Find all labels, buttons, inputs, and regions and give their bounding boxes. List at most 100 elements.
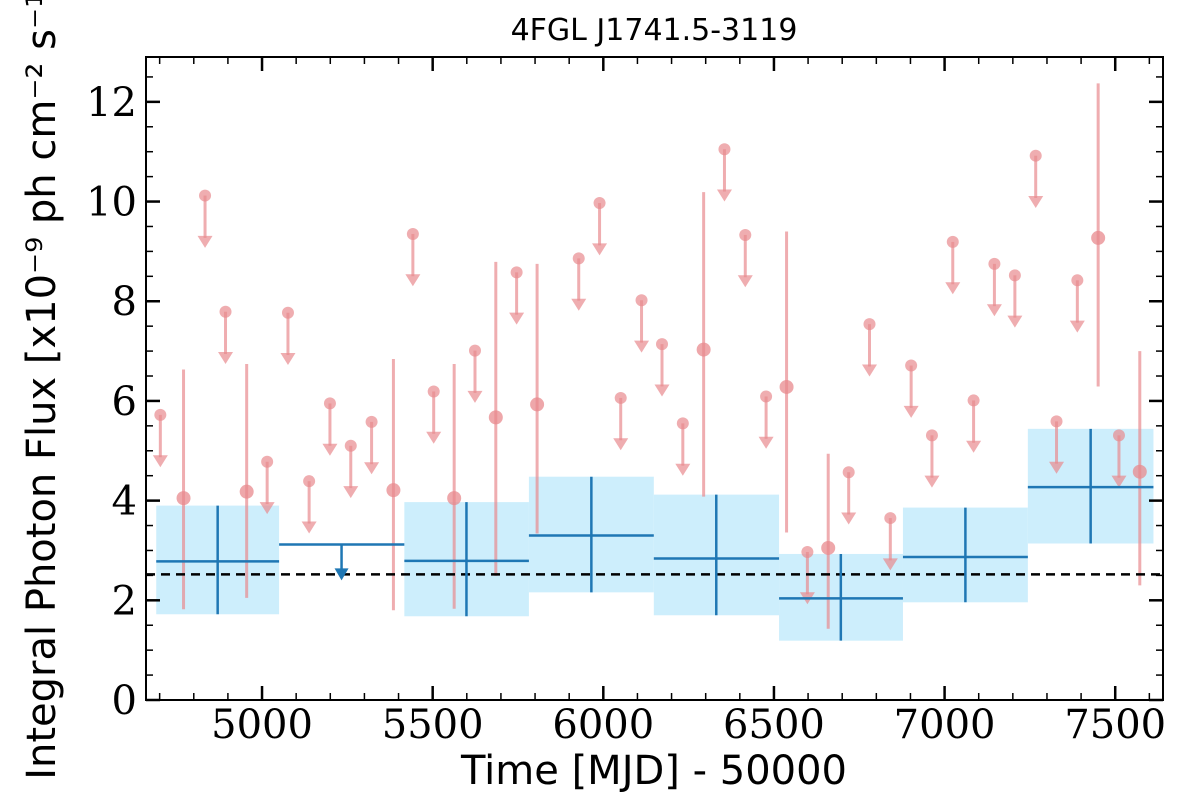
fine-point-5 xyxy=(530,397,545,412)
plot-area xyxy=(146,83,1163,641)
fine-ul-marker-12 xyxy=(510,266,523,279)
fine-ul-marker-6 xyxy=(323,397,336,410)
fine-ul-arrow-7 xyxy=(343,486,359,499)
fine-ul-marker-21 xyxy=(760,390,773,403)
fine-ul-marker-11 xyxy=(468,344,481,357)
fine-ul-marker-34 xyxy=(1071,274,1084,287)
fine-ul-arrow-11 xyxy=(467,390,483,403)
x-tick-label: 7000 xyxy=(894,702,996,748)
fine-point-7 xyxy=(779,379,794,394)
fine-ul-arrow-31 xyxy=(1007,315,1023,328)
x-tick-label: 5000 xyxy=(211,702,313,748)
fine-ul-arrow-17 xyxy=(654,384,670,397)
fine-ul-marker-26 xyxy=(905,359,918,372)
fine-ul-arrow-10 xyxy=(426,431,442,444)
fine-ul-marker-23 xyxy=(842,466,855,479)
fine-ul-marker-19 xyxy=(718,143,731,156)
fine-ul-marker-1 xyxy=(199,189,212,202)
fine-ul-arrow-26 xyxy=(903,405,919,418)
coarse-ul-arrow-0 xyxy=(334,568,349,581)
fine-point-9 xyxy=(1091,230,1106,245)
y-axis-label: Integral Photon Flux [x10⁻⁹ ph cm⁻² s⁻¹] xyxy=(19,0,65,780)
fine-ul-arrow-2 xyxy=(218,352,234,365)
fine-ul-arrow-28 xyxy=(945,282,961,295)
fine-ul-marker-22 xyxy=(801,545,814,558)
fine-ul-arrow-13 xyxy=(571,298,587,311)
fine-ul-arrow-15 xyxy=(613,438,629,451)
x-tick-label: 7500 xyxy=(1064,702,1166,748)
fine-ul-marker-14 xyxy=(593,197,606,210)
fine-ul-marker-24 xyxy=(863,318,876,331)
chart-title: 4FGL J1741.5-3119 xyxy=(511,13,798,48)
y-tick-label: 2 xyxy=(112,578,137,624)
fine-ul-marker-4 xyxy=(281,306,294,319)
x-tick-label: 6000 xyxy=(552,702,654,748)
fine-ul-arrow-1 xyxy=(197,235,213,248)
fine-ul-marker-18 xyxy=(676,417,689,430)
fine-ul-arrow-34 xyxy=(1069,320,1085,333)
fine-point-2 xyxy=(386,483,401,498)
fine-point-8 xyxy=(821,540,836,555)
fine-ul-marker-7 xyxy=(344,439,357,452)
fine-ul-arrow-19 xyxy=(716,189,732,202)
fine-ul-arrow-14 xyxy=(592,243,608,256)
fine-ul-marker-16 xyxy=(635,294,648,307)
fine-ul-arrow-20 xyxy=(737,275,753,288)
fine-ul-marker-28 xyxy=(946,235,959,248)
fine-ul-marker-0 xyxy=(154,408,167,421)
fine-ul-marker-30 xyxy=(988,257,1001,270)
fine-point-10 xyxy=(1132,464,1147,479)
fine-ul-arrow-5 xyxy=(301,521,317,534)
fine-ul-marker-25 xyxy=(884,512,897,525)
fine-ul-marker-29 xyxy=(967,394,980,407)
fine-ul-arrow-25 xyxy=(882,558,898,571)
fine-ul-arrow-27 xyxy=(924,475,940,488)
fine-ul-arrow-29 xyxy=(966,440,982,453)
fine-ul-marker-20 xyxy=(739,228,752,241)
fine-ul-arrow-9 xyxy=(405,274,421,287)
y-tick-label: 0 xyxy=(112,678,137,724)
fine-ul-marker-33 xyxy=(1050,415,1063,428)
fine-ul-marker-2 xyxy=(219,305,232,318)
fine-ul-arrow-0 xyxy=(152,455,168,468)
x-tick-label: 6500 xyxy=(723,702,825,748)
fine-point-1 xyxy=(239,484,254,499)
fine-ul-marker-5 xyxy=(303,475,316,488)
fine-point-4 xyxy=(488,410,503,425)
y-tick-label: 12 xyxy=(86,80,137,126)
x-axis-label: Time [MJD] - 50000 xyxy=(460,748,847,794)
fine-ul-arrow-8 xyxy=(364,462,380,475)
fine-ul-marker-32 xyxy=(1029,149,1042,162)
fine-ul-arrow-18 xyxy=(675,463,691,476)
fine-ul-arrow-4 xyxy=(280,353,296,366)
fine-ul-marker-10 xyxy=(427,385,440,398)
fine-ul-marker-9 xyxy=(406,227,419,240)
fine-ul-marker-3 xyxy=(261,455,274,468)
fine-ul-arrow-3 xyxy=(259,502,275,515)
fine-ul-arrow-24 xyxy=(862,364,878,377)
fine-ul-arrow-33 xyxy=(1049,461,1065,474)
fine-ul-arrow-23 xyxy=(841,512,857,525)
y-tick-label: 6 xyxy=(112,379,137,425)
fine-ul-arrow-21 xyxy=(758,436,774,449)
fine-ul-marker-31 xyxy=(1008,269,1021,282)
fine-ul-arrow-6 xyxy=(322,443,338,456)
fine-ul-arrow-12 xyxy=(509,312,525,325)
fine-ul-arrow-16 xyxy=(634,340,650,353)
fine-ul-marker-17 xyxy=(656,338,669,351)
fine-ul-marker-27 xyxy=(925,429,938,442)
y-tick-label: 10 xyxy=(86,180,137,226)
fine-ul-arrow-32 xyxy=(1028,196,1044,209)
fine-point-0 xyxy=(176,491,191,506)
fine-ul-marker-8 xyxy=(365,415,378,428)
fine-ul-marker-13 xyxy=(572,252,585,265)
plot-frame xyxy=(145,56,1164,701)
fine-ul-marker-15 xyxy=(614,391,627,404)
fine-ul-arrow-30 xyxy=(986,304,1002,317)
axes: 5000 5500 6000 6500 7000 7500 0 2 4 6 8 10 12 xyxy=(86,57,1166,748)
y-tick-label: 4 xyxy=(112,479,137,525)
y-tick-label: 8 xyxy=(112,279,137,325)
x-tick-label: 5500 xyxy=(382,702,484,748)
fine-point-6 xyxy=(696,342,711,357)
